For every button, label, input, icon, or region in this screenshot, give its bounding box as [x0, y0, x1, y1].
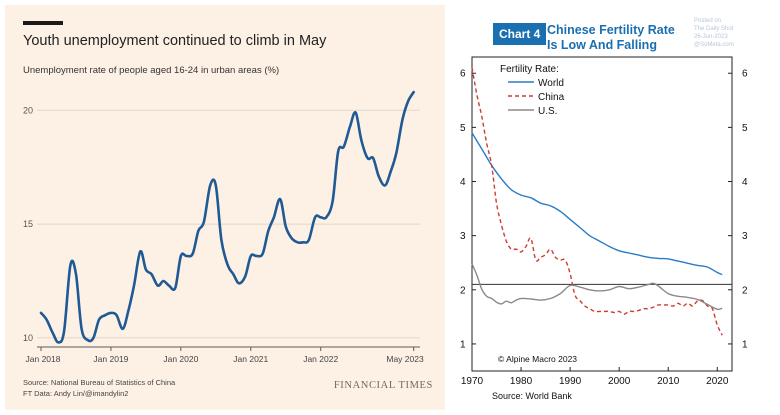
y-tick-label-left: 3 — [460, 231, 466, 242]
am-chart-panel: Chart 4 Chinese Fertility Rate Is Low An… — [458, 5, 776, 410]
x-tick-label: Jan 2019 — [93, 354, 128, 364]
am-line-chart: 1 1 2 2 3 3 4 4 5 5 6 6 1970 1980 1990 2000 2010 2020 Fert… — [460, 56, 748, 387]
am-title-line-1: Chinese Fertility Rate — [547, 23, 675, 37]
y-tick-label: 20 — [23, 105, 33, 115]
x-tick-label: 2000 — [608, 376, 631, 387]
x-tick-label: 2020 — [706, 376, 729, 387]
y-tick-label-left: 4 — [460, 177, 466, 188]
x-tick-label: Jan 2018 — [26, 354, 61, 364]
y-tick-label-right: 5 — [742, 123, 748, 134]
legend-label: U.S. — [538, 106, 557, 117]
y-tick-label-left: 2 — [460, 285, 466, 296]
y-tick-label-right: 1 — [742, 339, 748, 350]
y-tick-label-right: 2 — [742, 285, 748, 296]
y-tick-label: 15 — [23, 219, 33, 229]
ft-line-chart: 10 15 20 Jan 2018 Jan 2019 Jan 2020 Jan 2021 Ja… — [23, 90, 424, 364]
ft-chart-title: Youth unemployment continued to climb in… — [23, 33, 327, 49]
am-source-note: Source: World Bank — [492, 391, 572, 401]
ft-source-line-2: FT Data: Andy Lin/@imandylin2 — [23, 389, 129, 398]
legend-label: China — [538, 92, 565, 103]
am-watermark-line-1: Posted on — [694, 18, 722, 24]
x-tick-label: Jan 2021 — [233, 354, 268, 364]
x-tick-label: 1980 — [510, 376, 533, 387]
ft-chart-subtitle: Unemployment rate of people aged 16-24 i… — [23, 65, 280, 76]
am-watermark-line-4: @SoMeta.com — [694, 42, 734, 48]
y-tick-label-left: 5 — [460, 123, 466, 134]
series-line-china — [471, 67, 723, 336]
x-tick-label: Jan 2022 — [303, 354, 338, 364]
series-line-world — [471, 132, 723, 276]
x-tick-label: Jan 2020 — [163, 354, 198, 364]
copyright-note: © Alpine Macro 2023 — [498, 354, 577, 364]
am-chart-badge: Chart 4 — [493, 23, 547, 45]
legend-label: World — [538, 78, 564, 89]
x-tick-label: 1990 — [559, 376, 582, 387]
ft-logo: FINANCIAL TIMES — [333, 380, 433, 391]
am-chart-title: Chinese Fertility Rate Is Low And Fallin… — [547, 23, 675, 53]
x-tick-label: 2010 — [657, 376, 680, 387]
ft-source-note: Source: National Bureau of Statistics of… — [23, 377, 175, 399]
am-title-line-2: Is Low And Falling — [547, 38, 657, 52]
ft-source-line-1: Source: National Bureau of Statistics of… — [23, 378, 176, 387]
ft-title-accent-bar — [23, 21, 63, 25]
ft-chart-panel: Youth unemployment continued to climb in… — [5, 5, 445, 410]
am-watermark-line-2: The Daily Shot — [694, 26, 734, 32]
legend-title: Fertility Rate: — [500, 64, 559, 75]
y-tick-label-left: 1 — [460, 339, 466, 350]
am-watermark: Posted on The Daily Shot 26-Jun-2023 @So… — [694, 17, 734, 49]
y-tick-label-right: 3 — [742, 231, 748, 242]
y-tick-label-right: 4 — [742, 177, 748, 188]
x-tick-label: May 2023 — [386, 354, 424, 364]
x-tick-label: 1970 — [461, 376, 484, 387]
y-tick-label-right: 6 — [742, 69, 748, 80]
series-line-unemployment — [39, 90, 415, 344]
am-watermark-line-3: 26-Jun-2023 — [694, 34, 728, 40]
series-line-us — [471, 263, 723, 311]
y-tick-label: 10 — [23, 333, 33, 343]
plot-frame — [471, 56, 733, 372]
y-tick-label-left: 6 — [460, 69, 466, 80]
